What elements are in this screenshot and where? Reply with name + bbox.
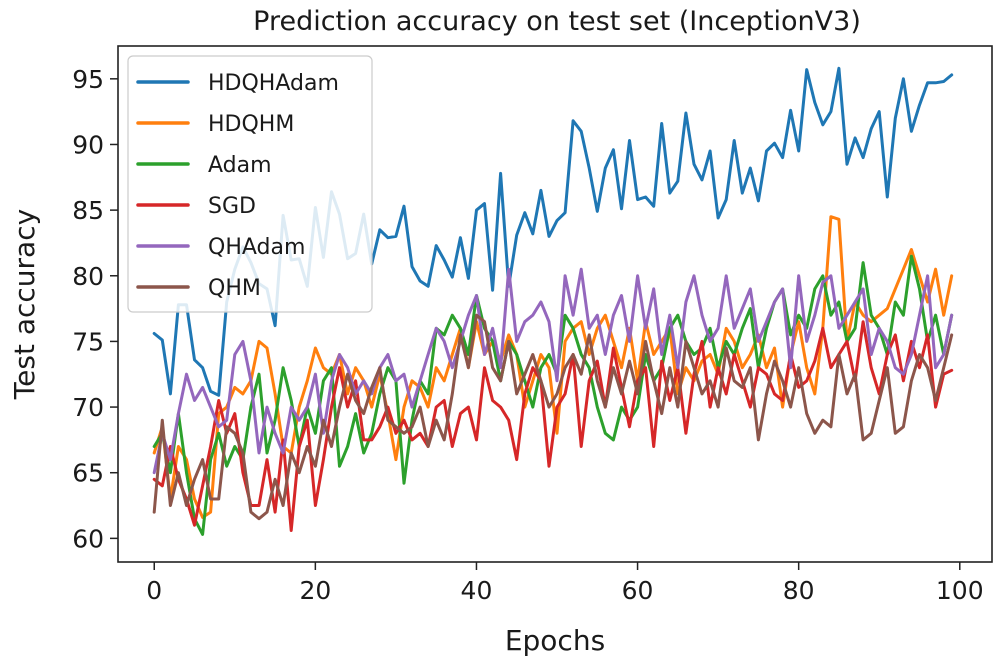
- y-tick-label: 95: [72, 65, 104, 94]
- x-tick-label: 40: [461, 576, 493, 605]
- x-axis: 0 20 40 60 80 100: [146, 562, 984, 605]
- x-tick-label: 20: [299, 576, 331, 605]
- legend-label-adam: Adam: [208, 153, 272, 178]
- y-tick-label: 65: [72, 459, 104, 488]
- series-line-qhm: [152, 313, 954, 521]
- series-line-qhadam: [152, 267, 954, 475]
- x-tick-label: 80: [783, 576, 815, 605]
- y-axis: 60 65 70 75 80 85 90 95: [72, 65, 118, 553]
- y-tick-label: 60: [72, 524, 104, 553]
- series-line-adam: [152, 254, 954, 536]
- x-tick-label: 0: [146, 576, 162, 605]
- legend-label-hdqhadam: HDQHAdam: [208, 71, 339, 96]
- x-axis-title: Epochs: [505, 624, 605, 657]
- y-tick-label: 90: [72, 130, 104, 159]
- y-tick-label: 70: [72, 393, 104, 422]
- legend-box: [127, 55, 373, 313]
- legend-label-qhadam: QHAdam: [208, 235, 305, 260]
- y-tick-label: 80: [72, 262, 104, 291]
- y-tick-label: 85: [72, 196, 104, 225]
- legend-label-hdqhm: HDQHM: [208, 112, 294, 137]
- legend-label-qhm: QHM: [208, 276, 261, 301]
- plot-area: [152, 66, 954, 536]
- y-tick-label: 75: [72, 327, 104, 356]
- legend-label-sgd: SGD: [208, 194, 256, 219]
- x-tick-label: 60: [622, 576, 654, 605]
- chart-title: Prediction accuracy on test set (Incepti…: [253, 6, 861, 37]
- x-tick-label: 100: [936, 576, 984, 605]
- y-axis-title: Test accuracy: [8, 209, 41, 400]
- legend: HDQHAdam HDQHM Adam SGD QHAdam QHM: [127, 55, 373, 313]
- plot-frame: [117, 45, 993, 563]
